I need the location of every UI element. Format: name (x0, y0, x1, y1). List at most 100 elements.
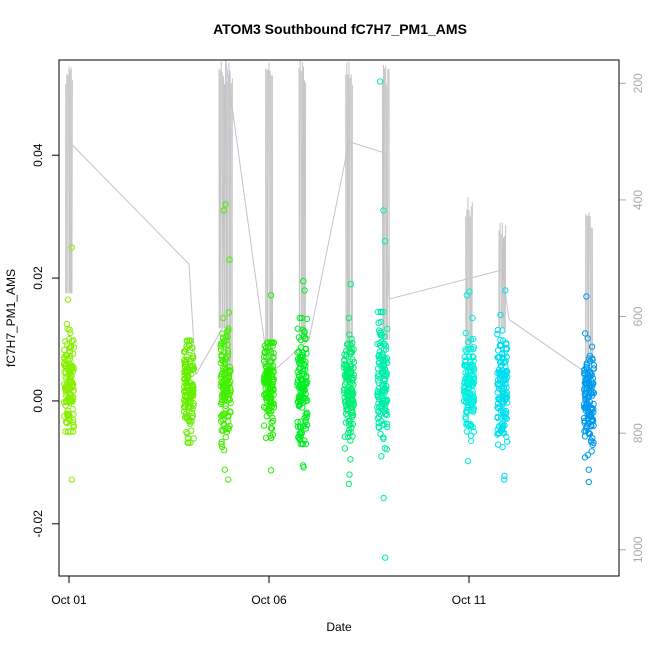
point-8-115 (502, 372, 509, 379)
point-0-58 (63, 387, 70, 394)
point-4-100 (303, 372, 310, 380)
y2-tick-label-4: 1000 (631, 536, 645, 563)
point-9-129 (584, 399, 591, 406)
point-extreme-7-0 (468, 437, 475, 445)
point-3-11 (260, 422, 268, 429)
point-6-126 (382, 382, 390, 390)
point-9-107 (587, 437, 595, 444)
point-1-110 (188, 382, 195, 390)
point-8-125 (501, 429, 508, 437)
point-3-109 (269, 363, 277, 370)
point-2-119 (218, 398, 226, 406)
point-0-13 (70, 424, 77, 431)
point-extreme-4-1 (298, 314, 305, 322)
point-7-129 (470, 357, 477, 365)
point-7-122 (469, 362, 477, 369)
point-4-124 (302, 366, 309, 373)
point-4-102 (297, 385, 305, 392)
point-7-119 (461, 353, 468, 361)
point-2-106 (227, 387, 234, 394)
point-1-125 (187, 358, 194, 365)
point-3-123 (262, 390, 269, 397)
point-extreme-5-0 (347, 456, 354, 463)
outlier-3-0 (267, 292, 275, 299)
point-2-117 (227, 409, 234, 416)
altitude-segment-3 (195, 327, 223, 376)
outlier-5-0 (347, 281, 354, 288)
point-3-99 (262, 394, 269, 402)
point-2-125 (222, 368, 229, 376)
altitude-segment-12 (508, 319, 590, 376)
point-7-126 (466, 389, 474, 397)
point-0-19 (69, 405, 76, 413)
point-1-117 (184, 388, 192, 395)
point-8-128 (501, 413, 508, 421)
outlier-7-2 (464, 457, 472, 465)
point-4-81 (294, 349, 301, 356)
point-0-128 (66, 417, 74, 424)
point-3-71 (262, 434, 270, 441)
point-9-116 (585, 355, 593, 362)
altitude-segment-5 (225, 59, 270, 375)
point-extreme-7-1 (469, 314, 476, 322)
point-5-128 (348, 348, 355, 355)
point-1-33 (180, 408, 188, 415)
point-2-129 (220, 348, 228, 356)
point-8-46 (494, 331, 501, 338)
point-extreme-9-0 (581, 454, 589, 461)
point-2-31 (225, 327, 232, 334)
point-9-120 (588, 371, 595, 378)
point-1-94 (190, 435, 197, 442)
point-6-63 (380, 308, 387, 316)
outlier-4-0 (300, 277, 307, 285)
altitude-segment-7 (308, 141, 350, 340)
altitude-segment-9 (385, 153, 390, 300)
point-9-87 (581, 366, 588, 374)
point-7-84 (470, 353, 477, 361)
point-8-83 (499, 420, 506, 427)
point-8-121 (497, 359, 504, 366)
point-6-86 (383, 372, 390, 380)
point-6-48 (383, 420, 391, 427)
point-2-121 (219, 384, 226, 391)
point-4-109 (296, 357, 304, 364)
point-9-123 (587, 382, 594, 389)
point-3-81 (270, 350, 277, 357)
point-2-118 (222, 379, 230, 386)
outlier-0-1 (64, 296, 72, 303)
point-5-109 (346, 358, 354, 365)
point-8-53 (494, 326, 501, 334)
point-5-116 (343, 341, 351, 348)
outlier-2-2 (221, 466, 229, 473)
outlier-9-1 (585, 466, 592, 473)
point-3-122 (270, 400, 277, 408)
point-7-81 (465, 420, 472, 428)
point-7-104 (470, 344, 478, 351)
point-5-71 (342, 410, 350, 417)
altitude-segment-10 (388, 269, 503, 300)
point-6-129 (378, 331, 386, 339)
point-4-104 (300, 423, 308, 430)
point-5-111 (350, 365, 357, 372)
point-6-113 (381, 376, 389, 383)
point-8-104 (499, 354, 507, 361)
point-6-121 (375, 379, 382, 387)
point-4-117 (299, 356, 306, 364)
point-5-43 (341, 445, 349, 452)
point-1-129 (184, 430, 191, 437)
point-8-65 (504, 438, 511, 445)
point-extreme-9-1 (582, 330, 589, 337)
point-4-60 (295, 372, 302, 379)
point-1-108 (186, 397, 193, 404)
point-3-119 (268, 339, 276, 346)
point-3-128 (266, 404, 273, 411)
point-7-74 (462, 358, 469, 365)
point-5-104 (348, 424, 355, 431)
point-1-115 (181, 371, 188, 379)
outlier-5-2 (345, 480, 353, 488)
point-2-39 (222, 333, 229, 341)
point-1-106 (188, 409, 196, 417)
point-extreme-2-0 (221, 446, 228, 454)
point-1-114 (188, 364, 195, 371)
